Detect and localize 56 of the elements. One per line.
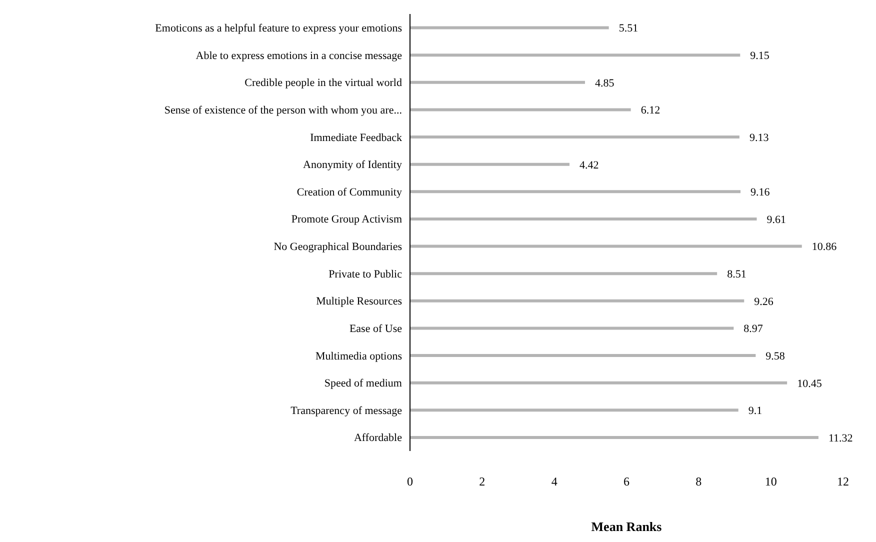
data-label: 8.97 [744,323,764,336]
bar [410,408,738,412]
y-tick-label: Multiple Resources [316,296,402,308]
x-tick-label: 6 [624,474,630,489]
data-label: 9.58 [766,350,786,362]
x-tick-label: 12 [837,474,849,489]
data-label: 6.12 [640,104,660,117]
y-tick-label: Private to Public [328,268,402,280]
data-label: 9.15 [750,50,770,62]
y-tick-label: Sense of existence of the person with whom you are... [164,104,402,116]
y-tick-label: Ease of Use [349,323,402,335]
bar [410,436,818,439]
data-label: 9.13 [749,132,770,144]
bar [410,217,757,220]
bar [410,272,718,276]
data-label: 5.51 [618,22,638,35]
y-tick-label: Able to express emotions in a concise message [196,50,402,62]
data-label: 11.32 [828,432,853,444]
bar [410,80,586,84]
x-tick-label: 0 [407,474,413,489]
x-axis-title: Mean Ranks [591,519,662,534]
y-tick-label: Transparency of message [290,404,402,417]
data-label: 9.1 [748,405,762,418]
data-label: 4.42 [579,159,599,172]
bar [410,54,740,57]
data-label: 10.45 [797,378,822,390]
x-tick-label: 10 [764,474,777,489]
y-tick-label: Speed of medium [324,378,402,390]
y-tick-label: Emoticons as a helpful feature to express your emotions [155,22,402,35]
x-tick-label: 8 [696,474,702,489]
bar [410,381,788,384]
data-label: 9.16 [750,186,770,199]
bar [410,244,802,248]
y-tick-label: Affordable [354,432,402,444]
x-tick-label: 2 [479,474,486,489]
data-label: 4.85 [595,77,615,90]
data-label: 9.26 [754,296,774,308]
bar [410,354,756,358]
bar [410,108,631,112]
bar [410,136,740,139]
bar [410,26,609,30]
y-tick-label: Multimedia options [316,350,402,362]
bar [410,326,734,330]
data-label: 10.86 [812,241,838,254]
y-tick-label: No Geographical Boundaries [274,241,402,254]
y-tick-label: Creation of Community [296,186,402,198]
y-tick-label: Anonymity of Identity [303,159,402,172]
y-tick-label: Immediate Feedback [310,132,402,144]
y-tick-label: Credible people in the virtual world [244,77,402,90]
x-tick-label: 4 [551,474,558,489]
data-label: 9.61 [766,214,786,226]
bar [410,299,744,302]
data-label: 8.51 [727,268,746,281]
bar [410,190,741,194]
y-tick-label: Promote Group Activism [291,214,402,226]
bar [410,162,570,166]
